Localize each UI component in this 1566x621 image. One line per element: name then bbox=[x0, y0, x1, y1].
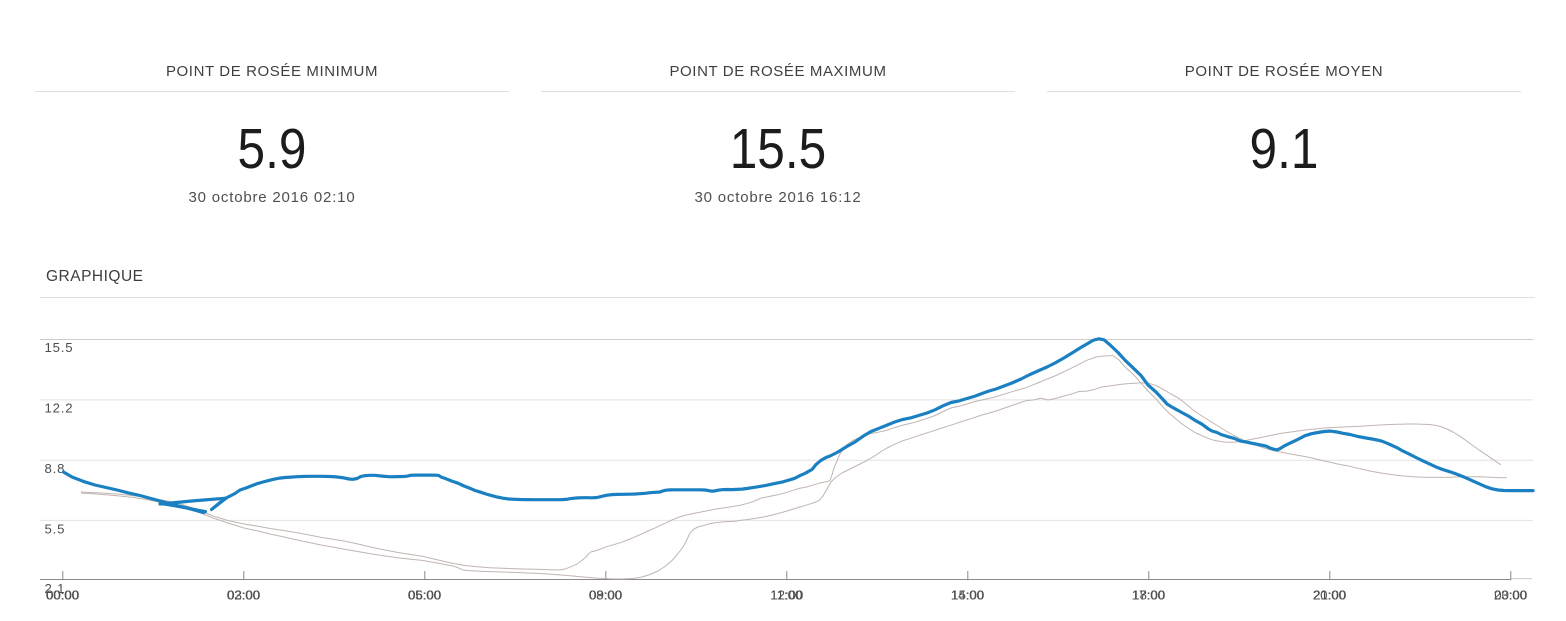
svg-text:02:00: 02:00 bbox=[227, 588, 260, 603]
svg-text:03:00: 03:00 bbox=[227, 588, 260, 603]
svg-text:14:00: 14:00 bbox=[951, 588, 984, 603]
svg-text:15:00: 15:00 bbox=[951, 588, 984, 603]
svg-text:20:00: 20:00 bbox=[1313, 588, 1346, 603]
svg-text:05:00: 05:00 bbox=[408, 588, 441, 603]
svg-text:15.5: 15.5 bbox=[45, 340, 74, 355]
svg-text:12.2: 12.2 bbox=[45, 401, 74, 416]
svg-text:00:00: 00:00 bbox=[1494, 588, 1527, 603]
svg-text:18:00: 18:00 bbox=[1132, 588, 1165, 603]
svg-text:00:00: 00:00 bbox=[46, 588, 79, 603]
svg-text:09:00: 09:00 bbox=[589, 588, 622, 603]
svg-text:17:00: 17:00 bbox=[1132, 588, 1165, 603]
svg-text:5.5: 5.5 bbox=[45, 521, 66, 536]
svg-text:23:00: 23:00 bbox=[1494, 588, 1527, 603]
svg-text:11:00: 11:00 bbox=[770, 588, 802, 603]
svg-text:8.8: 8.8 bbox=[45, 461, 66, 476]
svg-text:08:00: 08:00 bbox=[589, 588, 622, 603]
svg-text:2.1: 2.1 bbox=[45, 581, 66, 596]
svg-text:12:00: 12:00 bbox=[770, 588, 803, 603]
svg-text:00:00: 00:00 bbox=[46, 588, 79, 603]
svg-text:06:00: 06:00 bbox=[408, 588, 441, 603]
svg-text:21:00: 21:00 bbox=[1313, 588, 1346, 603]
